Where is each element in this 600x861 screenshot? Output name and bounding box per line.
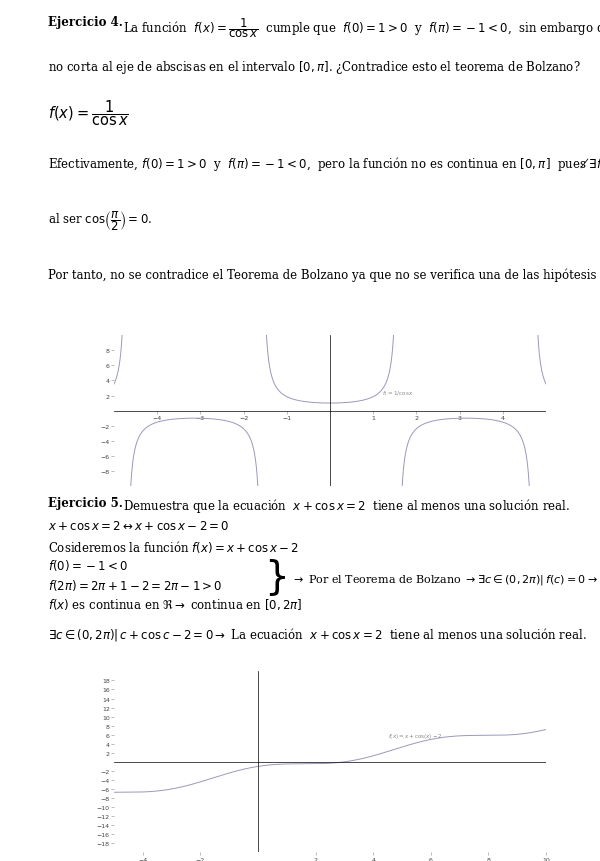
Text: Demuestra que la ecuación  $x+\cos x=2$  tiene al menos una solución real.: Demuestra que la ecuación $x+\cos x=2$ t… (123, 496, 570, 514)
Text: no corta al eje de abscisas en el intervalo $[0,\pi]$. ¿Contradice esto el teore: no corta al eje de abscisas en el interv… (48, 59, 581, 76)
Text: $f(x)=x+\cos(x)-2$: $f(x)=x+\cos(x)-2$ (388, 731, 442, 740)
Text: $\exists c\in(0,2\pi)|\,c+\cos c-2=0\rightarrow$ La ecuación  $x+\cos x=2$  tien: $\exists c\in(0,2\pi)|\,c+\cos c-2=0\rig… (48, 625, 587, 642)
Text: al ser $\cos\!\left(\dfrac{\pi}{2}\right)=0$.: al ser $\cos\!\left(\dfrac{\pi}{2}\right… (48, 209, 152, 233)
Text: $f_1 = 1/\cos x$: $f_1 = 1/\cos x$ (382, 388, 414, 398)
Text: $f(2\pi)=2\pi+1-2=2\pi-1>0$: $f(2\pi)=2\pi+1-2=2\pi-1>0$ (48, 577, 223, 592)
Text: Por tanto, no se contradice el Teorema de Bolzano ya que no se verifica una de l: Por tanto, no se contradice el Teorema d… (48, 269, 600, 282)
Text: $x+\cos x=2\leftrightarrow x+\cos x-2=0$: $x+\cos x=2\leftrightarrow x+\cos x-2=0$ (48, 519, 230, 532)
Text: $f(x)=\dfrac{1}{\cos x}$: $f(x)=\dfrac{1}{\cos x}$ (48, 98, 129, 127)
Text: $\}$: $\}$ (264, 557, 286, 598)
Text: Cosideremos la función $f(x)=x+\cos x-2$: Cosideremos la función $f(x)=x+\cos x-2$ (48, 538, 299, 554)
Text: La función  $f(x)=\dfrac{1}{\cos x}$  cumple que  $f(0)=1>0$  y  $f(\pi)=-1<0$, : La función $f(x)=\dfrac{1}{\cos x}$ cump… (123, 16, 600, 40)
Text: $f(x)$ es continua en $\Re\rightarrow$ continua en $[0,2\pi]$: $f(x)$ es continua en $\Re\rightarrow$ c… (48, 597, 302, 611)
Text: Ejercicio 4.: Ejercicio 4. (48, 16, 123, 29)
Text: $\rightarrow$ Por el Teorema de Bolzano $\rightarrow\exists c\in(0,2\pi)|\,f(c)=: $\rightarrow$ Por el Teorema de Bolzano … (291, 572, 598, 586)
Text: Efectivamente, $f(0)=1>0$  y  $f(\pi)=-1<0$,  pero la función no es continua en : Efectivamente, $f(0)=1>0$ y $f(\pi)=-1<0… (48, 154, 600, 177)
Text: Ejercicio 5.: Ejercicio 5. (48, 496, 123, 509)
Text: $f(0)=-1<0$: $f(0)=-1<0$ (48, 558, 128, 573)
